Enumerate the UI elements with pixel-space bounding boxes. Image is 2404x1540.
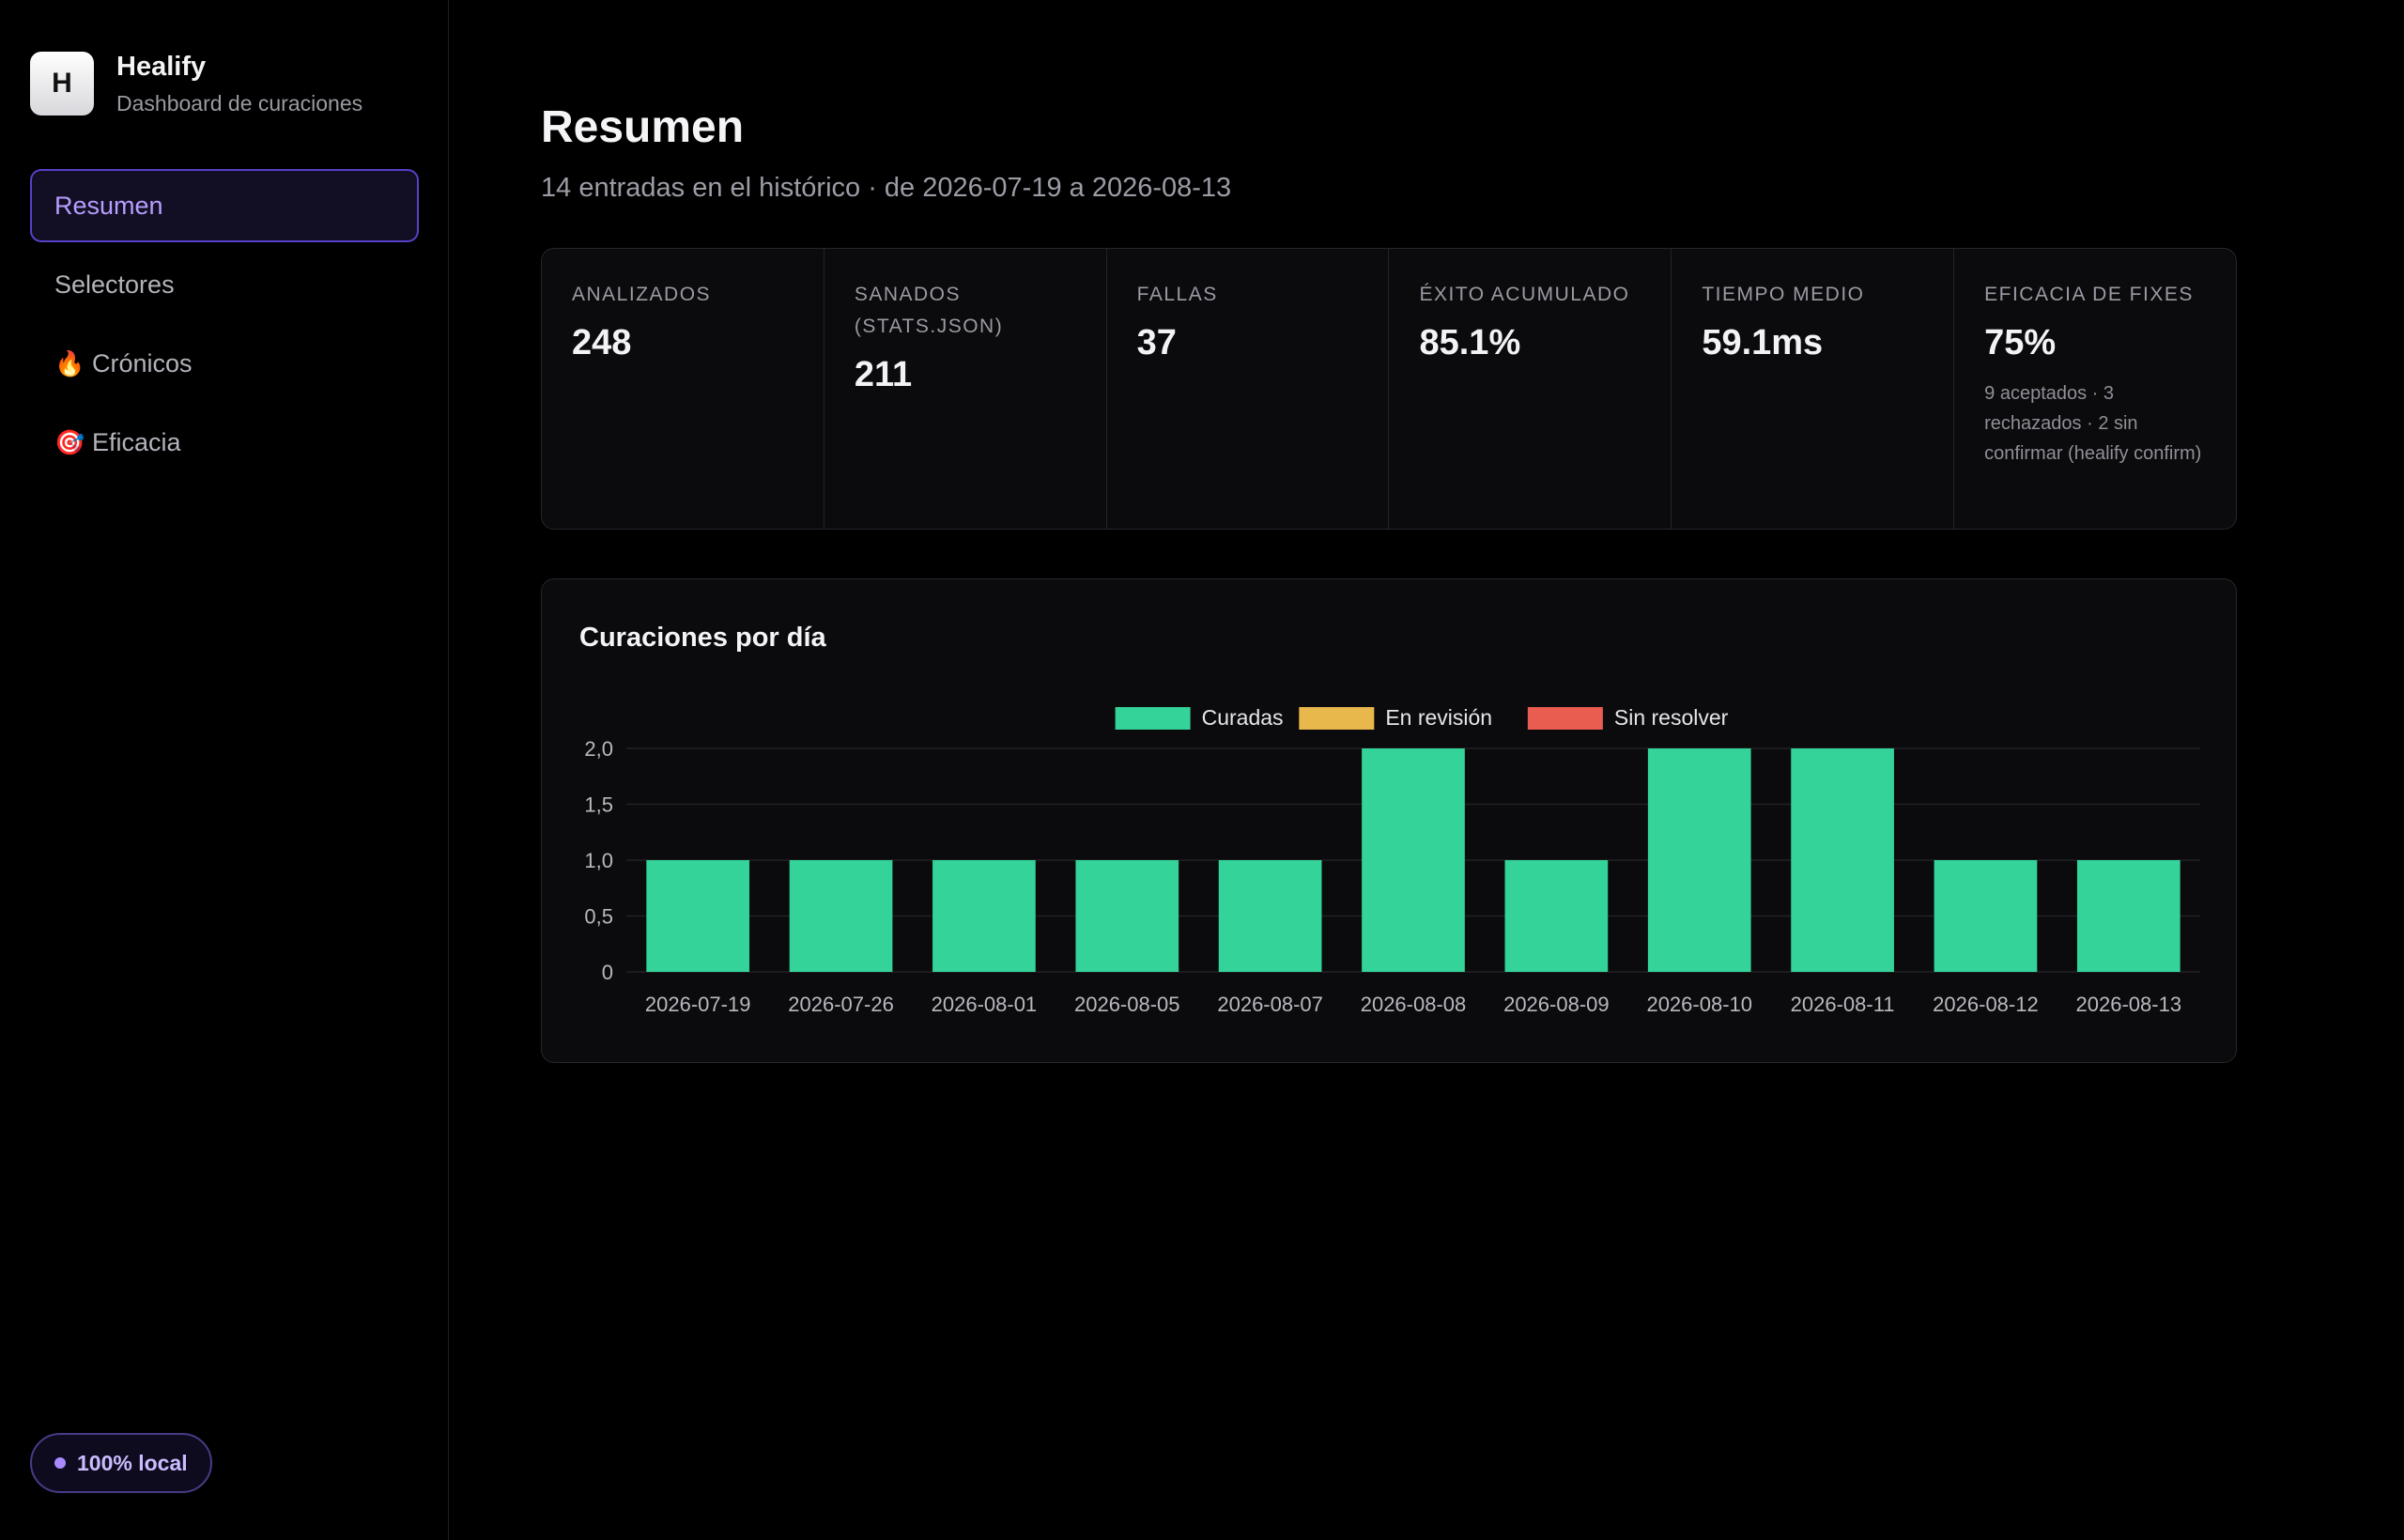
sidebar-nav: Resumen Selectores 🔥 Crónicos 🎯 Eficacia (30, 169, 419, 485)
stat-value: 85.1% (1419, 323, 1521, 362)
legend-label: En revisión (1385, 705, 1492, 730)
x-tick-label: 2026-08-05 (1074, 993, 1180, 1016)
sidebar-item-cronicos[interactable]: 🔥 Crónicos (30, 327, 419, 400)
stat-fallas: FALLAS 37 (1107, 249, 1390, 529)
bar (1504, 860, 1609, 972)
stat-label: ÉXITO ACUMULADO (1419, 284, 1630, 305)
page-title: Resumen (541, 102, 745, 152)
bar (1647, 748, 1751, 972)
sidebar-item-resumen[interactable]: Resumen (30, 169, 419, 242)
stat-eficacia-fixes: EFICACIA DE FIXES 75% 9 aceptados · 3 re… (1954, 249, 2236, 529)
x-tick-label: 2026-08-11 (1791, 993, 1895, 1016)
fire-icon: 🔥 (54, 348, 85, 377)
stat-sanados: SANADOS (STATS.JSON) 211 (824, 249, 1107, 529)
x-tick-label: 2026-08-01 (932, 993, 1038, 1016)
stat-value: 211 (854, 355, 913, 394)
stat-value: 248 (572, 323, 632, 362)
x-tick-label: 2026-08-08 (1361, 993, 1467, 1016)
x-tick-label: 2026-08-09 (1503, 993, 1610, 1016)
local-badge-label: 100% local (77, 1450, 188, 1475)
stat-analizados: ANALIZADOS 248 (542, 249, 824, 529)
stat-label: SANADOS (STATS.JSON) (854, 284, 1004, 337)
bar (646, 860, 750, 972)
stat-value: 59.1ms (1702, 323, 1824, 362)
app-name: Healify (116, 52, 207, 82)
sidebar-item-label: Selectores (54, 270, 175, 299)
x-tick-label: 2026-08-07 (1217, 993, 1323, 1016)
sidebar-item-label: Resumen (54, 191, 163, 220)
legend-swatch (1299, 707, 1375, 730)
y-tick-label: 1,5 (584, 793, 613, 817)
page-subtitle: 14 entradas en el histórico · de 2026-07… (541, 173, 1232, 203)
bar (932, 860, 1036, 972)
stat-note: 9 aceptados · 3 rechazados · 2 sin confi… (1984, 383, 2202, 464)
brand[interactable]: H Healify Dashboard de curaciones (30, 51, 362, 116)
y-tick-label: 0,5 (584, 905, 613, 929)
target-icon: 🎯 (54, 427, 85, 456)
bar-chart: Curadas En revisión Sin resolver 0 0,5 1,0 1,5… (584, 705, 2200, 1016)
local-badge: 100% local (30, 1433, 212, 1493)
stat-exito-acumulado: ÉXITO ACUMULADO 85.1% (1389, 249, 1672, 529)
stat-label: EFICACIA DE FIXES (1984, 284, 2194, 305)
sidebar-item-eficacia[interactable]: 🎯 Eficacia (30, 406, 419, 479)
stats-panel: ANALIZADOS 248 SANADOS (STATS.JSON) 211 … (541, 248, 2237, 530)
x-tick-label: 2026-07-26 (788, 993, 894, 1016)
legend-swatch (1527, 707, 1603, 730)
app-subtitle: Dashboard de curaciones (116, 91, 363, 116)
chart-title: Curaciones por día (579, 623, 826, 653)
x-tick-label: 2026-07-19 (645, 993, 751, 1016)
legend-label: Curadas (1202, 705, 1284, 730)
y-tick-label: 0 (602, 961, 613, 984)
legend-swatch (1115, 707, 1191, 730)
brand-text: Healify Dashboard de curaciones (116, 51, 362, 116)
bar (1075, 860, 1179, 972)
app-logo: H (30, 52, 94, 116)
status-dot-icon (54, 1457, 66, 1469)
sidebar-item-label: Crónicos (92, 348, 193, 377)
bar (1934, 860, 2038, 972)
stat-value: 75% (1984, 323, 2057, 362)
sidebar-item-label: Eficacia (92, 427, 181, 456)
stat-value: 37 (1136, 323, 1177, 362)
legend-label: Sin resolver (1614, 705, 1729, 730)
stat-label: TIEMPO MEDIO (1702, 284, 1865, 305)
bar (789, 860, 893, 972)
bar (1362, 748, 1465, 972)
sidebar-item-selectores[interactable]: Selectores (30, 248, 419, 321)
x-tick-label: 2026-08-13 (2076, 993, 2182, 1016)
stat-label: ANALIZADOS (572, 284, 712, 305)
stat-tiempo-medio: TIEMPO MEDIO 59.1ms (1672, 249, 1955, 529)
sidebar: H Healify Dashboard de curaciones Resume… (0, 0, 449, 1540)
y-tick-label: 1,0 (584, 849, 613, 872)
bar (1791, 748, 1894, 972)
chart-card: Curaciones por día Curadas En revisión Sin… (541, 578, 2237, 1063)
y-tick-label: 2,0 (584, 737, 613, 761)
x-tick-label: 2026-08-10 (1646, 993, 1752, 1016)
bar (1218, 860, 1322, 972)
stat-label: FALLAS (1136, 284, 1218, 305)
x-tick-label: 2026-08-12 (1933, 993, 2039, 1016)
bar (2076, 860, 2181, 972)
